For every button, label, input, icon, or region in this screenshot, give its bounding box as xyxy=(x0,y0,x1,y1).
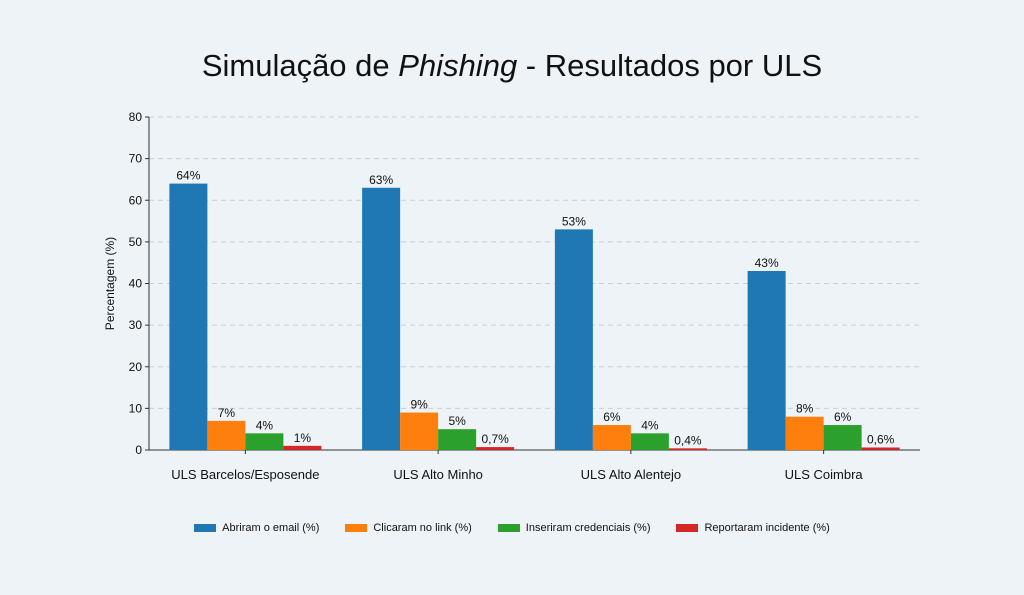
y-tick-label: 50 xyxy=(129,235,143,249)
y-tick-label: 0 xyxy=(135,443,142,457)
bar-data-label: 4% xyxy=(641,418,659,432)
title-suffix: - Resultados por ULS xyxy=(517,48,823,83)
title-emphasis: Phishing xyxy=(398,48,518,83)
legend-swatch xyxy=(194,524,217,532)
bar-data-label: 64% xyxy=(176,169,200,183)
legend-item: Reportaram incidente (%) xyxy=(676,522,830,534)
x-tick-label: ULS Alto Minho xyxy=(393,467,483,482)
y-tick-label: 60 xyxy=(129,193,143,207)
bar xyxy=(747,271,786,450)
bar-data-label: 9% xyxy=(410,398,428,412)
bar-data-label: 6% xyxy=(834,410,852,424)
legend-item: Abriram o email (%) xyxy=(194,522,319,534)
bar-data-label: 63% xyxy=(369,173,393,187)
legend-item: Inseriram credenciais (%) xyxy=(497,522,651,534)
bar xyxy=(207,420,246,450)
bar-data-label: 4% xyxy=(256,418,274,432)
bar-data-label: 0,7% xyxy=(481,432,509,446)
bar xyxy=(245,433,284,450)
bar-data-label: 6% xyxy=(603,410,621,424)
bar xyxy=(283,445,322,450)
bar-data-label: 8% xyxy=(796,402,814,416)
legend-label: Clicaram no link (%) xyxy=(373,522,472,534)
bar xyxy=(400,412,439,450)
x-tick-label: ULS Coimbra xyxy=(785,467,864,482)
bar-data-label: 0,4% xyxy=(674,433,702,447)
bar xyxy=(785,416,824,450)
bar-data-label: 43% xyxy=(755,256,779,270)
chart-title: Simulação de Phishing - Resultados por U… xyxy=(0,48,1024,84)
y-tick-label: 20 xyxy=(129,360,143,374)
y-tick-label: 30 xyxy=(129,318,143,332)
bar xyxy=(823,425,862,450)
x-tick-label: ULS Alto Alentejo xyxy=(581,467,681,482)
bar xyxy=(630,433,669,450)
x-tick-label: ULS Barcelos/Esposende xyxy=(171,467,319,482)
legend-swatch xyxy=(676,524,699,532)
legend-swatch xyxy=(345,524,368,532)
bar-data-label: 1% xyxy=(294,431,312,445)
legend-swatch xyxy=(497,524,520,532)
bar-data-label: 0,6% xyxy=(867,433,895,447)
bar xyxy=(476,447,515,450)
bar xyxy=(592,425,631,450)
y-tick-label: 80 xyxy=(129,110,143,124)
bar-data-label: 5% xyxy=(448,414,466,428)
legend-item: Clicaram no link (%) xyxy=(345,522,472,534)
bar-data-label: 7% xyxy=(218,406,236,420)
bar xyxy=(554,229,593,450)
bar xyxy=(438,429,477,450)
legend-label: Reportaram incidente (%) xyxy=(704,522,830,534)
y-tick-label: 40 xyxy=(129,277,143,291)
y-tick-label: 10 xyxy=(129,401,143,415)
legend-label: Inseriram credenciais (%) xyxy=(525,522,651,534)
bar xyxy=(668,448,707,450)
bar xyxy=(362,187,401,450)
bar xyxy=(169,183,208,450)
chart-legend: Abriram o email (%) Clicaram no link (%) I… xyxy=(0,522,1024,534)
y-tick-label: 70 xyxy=(129,152,143,166)
title-prefix: Simulação de xyxy=(201,48,399,83)
y-axis-label: Percentagem (%) xyxy=(103,237,117,330)
bar xyxy=(861,447,900,450)
bar-data-label: 53% xyxy=(562,214,586,228)
legend-label: Abriram o email (%) xyxy=(222,522,320,534)
